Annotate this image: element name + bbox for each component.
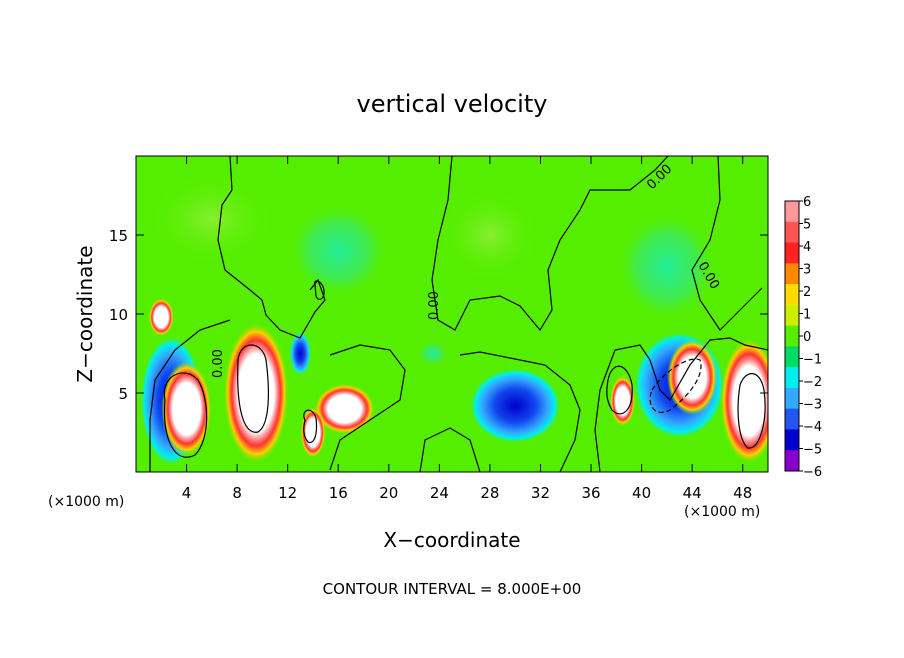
y-tick-label: 10 — [109, 306, 128, 324]
weak-down-region — [417, 340, 449, 367]
contour-interval-note: CONTOUR INTERVAL = 8.000E+00 — [323, 580, 582, 598]
x-axis-ticks: 4 8 12 16 20 24 28 32 36 40 44 48 — [182, 156, 752, 502]
x-tick-label: 4 — [182, 484, 192, 502]
plot-area: 0.00 0.00 0.00 0.00 4 8 12 16 20 24 28 32 36 40 44… — [109, 155, 769, 502]
colorbar-swatch — [785, 263, 799, 285]
contour-closed-7 — [606, 365, 633, 415]
updraft-region — [148, 298, 174, 337]
contour-closed-4 — [737, 373, 766, 449]
x-tick-label: 12 — [278, 484, 297, 502]
updraft-region — [223, 321, 289, 465]
contour-closed-1 — [163, 372, 208, 458]
contour-zero-6 — [419, 427, 481, 472]
colorbar-tick-label: 6 — [803, 195, 811, 210]
x-tick-label: 44 — [683, 484, 702, 502]
colorbar-swatch — [785, 367, 799, 389]
x-tick-label: 28 — [480, 484, 499, 502]
colorbar: 6 5 4 3 2 1 0 −1 −2 −3 −4 −5 −6 — [784, 195, 822, 480]
contour-zero-2 — [431, 156, 669, 332]
colorbar-tick-label: 5 — [803, 218, 811, 233]
colorbar-swatch — [785, 304, 799, 327]
colorbar-swatch — [785, 201, 799, 223]
x-tick-label: 36 — [581, 484, 600, 502]
x-tick-label: 16 — [329, 484, 348, 502]
updraft-region — [161, 361, 212, 457]
contour-zero-1 — [217, 156, 326, 339]
colorbar-tick-label: 2 — [803, 285, 811, 300]
updraft-region — [719, 337, 768, 465]
colorbar-swatch — [785, 429, 799, 451]
colorbar-tick-label: −4 — [803, 420, 822, 435]
colorbar-tick-label: −6 — [803, 465, 822, 480]
contour-zero-4 — [149, 319, 231, 472]
colorbar-tick-label: 1 — [803, 308, 811, 323]
downdraft-region — [290, 332, 311, 375]
colorbar-swatch — [785, 346, 799, 368]
weak-down-region — [287, 203, 389, 299]
contour-zero-3 — [691, 156, 763, 331]
weak-down-region — [616, 211, 718, 322]
colorbar-tick-label: −2 — [803, 375, 822, 390]
colorbar-swatch — [785, 284, 799, 306]
chart-title: vertical velocity — [357, 90, 548, 118]
colorbar-swatch — [785, 387, 799, 410]
colorbar-tick-label: −5 — [803, 443, 822, 458]
contour-lines — [149, 156, 768, 472]
heat-features — [141, 171, 768, 465]
contour-closed-2 — [237, 344, 269, 433]
weak-up-region — [439, 187, 541, 283]
colorbar-swatch — [785, 242, 799, 264]
x-tick-label: 48 — [733, 484, 752, 502]
downdraft-region — [470, 369, 560, 442]
x-axis-label: X−coordinate — [383, 528, 520, 552]
colorbar-tick-label: 4 — [803, 240, 811, 255]
colorbar-swatch — [785, 325, 799, 347]
contour-zero-8 — [594, 337, 768, 472]
updraft-region — [300, 407, 326, 458]
y-axis-label: Z−coordinate — [73, 245, 97, 382]
x-tick-label: 24 — [430, 484, 449, 502]
colorbar-tick-label: 0 — [803, 330, 811, 345]
x-unit-right: (×1000 m) — [684, 504, 760, 520]
y-tick-label: 15 — [109, 227, 128, 245]
contour-zero-7 — [459, 351, 581, 472]
contour-closed-5 — [303, 409, 318, 444]
contour-label-1: 0.00 — [211, 349, 226, 378]
colorbar-swatch — [785, 450, 799, 472]
contour-zero-5 — [329, 344, 406, 471]
y-axis-ticks: 5 10 15 — [109, 227, 768, 403]
colorbar-tick-label: −3 — [803, 398, 822, 413]
x-tick-label: 32 — [531, 484, 550, 502]
x-unit-left: (×1000 m) — [48, 494, 124, 510]
colorbar-swatch — [785, 408, 799, 430]
x-tick-label: 8 — [232, 484, 242, 502]
x-tick-label: 20 — [379, 484, 398, 502]
y-tick-label: 5 — [118, 385, 128, 403]
colorbar-tick-label: 3 — [803, 263, 811, 278]
x-tick-label: 40 — [632, 484, 651, 502]
contour-closed-3 — [649, 358, 702, 413]
contour-closed-6 — [314, 280, 325, 300]
weak-up-region — [148, 171, 276, 267]
colorbar-swatch — [785, 221, 799, 244]
updraft-region — [314, 383, 375, 435]
updraft-region — [666, 339, 718, 416]
contour-label-2: 0.00 — [427, 291, 442, 320]
colorbar-tick-label: −1 — [803, 353, 822, 368]
